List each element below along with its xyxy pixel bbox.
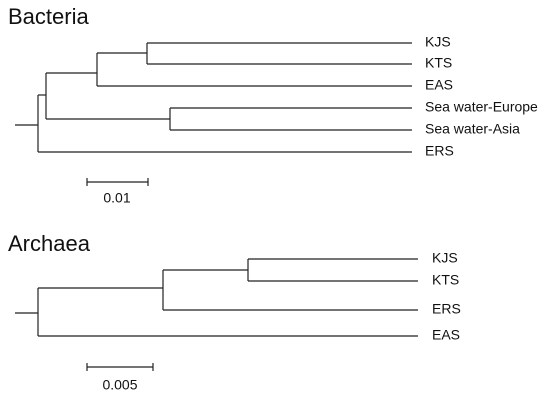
leaf-label: EAS (432, 327, 460, 343)
branches (15, 258, 418, 337)
leaf-label: Sea water-Europe (425, 99, 538, 115)
leaf-label: KTS (425, 55, 452, 71)
leaf-label: Sea water-Asia (425, 121, 520, 137)
leaf-label: ERS (432, 301, 461, 317)
tree-title: Bacteria (8, 4, 89, 29)
scale-bar (86, 363, 154, 371)
branches (15, 42, 412, 153)
leaf-label: KTS (432, 272, 459, 288)
leaf-label: ERS (425, 143, 454, 159)
leaf-label: KJS (432, 250, 458, 266)
leaf-label: KJS (425, 34, 451, 50)
scale-label: 0.005 (102, 377, 137, 393)
scale-bar (86, 178, 149, 186)
scale-label: 0.01 (103, 190, 130, 206)
tree-title: Archaea (8, 231, 91, 256)
leaf-label: EAS (425, 77, 453, 93)
